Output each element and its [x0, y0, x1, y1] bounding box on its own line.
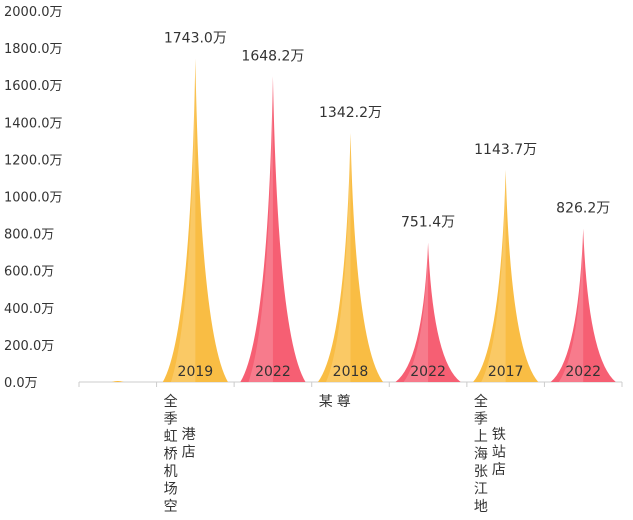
bar-highlight — [481, 169, 506, 382]
y-tick-label: 2000.0万 — [4, 5, 63, 20]
category-label: 店 — [492, 462, 506, 478]
y-tick-label: 1800.0万 — [4, 42, 63, 57]
category-label: 季 — [474, 412, 488, 428]
bar-year-label: 2022 — [565, 364, 601, 380]
y-tick-label: 200.0万 — [4, 339, 54, 354]
y-tick-label: 1600.0万 — [4, 79, 63, 94]
y-tick-label: 1200.0万 — [4, 153, 63, 168]
category-label: 尊 — [337, 393, 351, 410]
bar-spike — [473, 169, 539, 382]
bar-value-label: 1143.7万 — [474, 142, 537, 158]
category-label: 空 — [164, 499, 178, 515]
y-tick-label: 400.0万 — [4, 302, 54, 317]
y-tick-label: 800.0万 — [4, 228, 54, 243]
category-label: 季 — [164, 412, 178, 428]
y-tick-label: 600.0万 — [4, 265, 54, 280]
bar-value-label: 751.4万 — [401, 215, 455, 231]
category-label: 地 — [474, 499, 488, 515]
bar-year-label: 2022 — [255, 364, 291, 380]
category-label: 站 — [492, 445, 506, 461]
y-tick-label: 1000.0万 — [4, 191, 63, 206]
category-label: 铁 — [492, 427, 506, 443]
category-label: 张 — [474, 464, 488, 480]
category-label: 店 — [182, 445, 196, 461]
y-tick-label: 1400.0万 — [4, 116, 63, 131]
bar-stub — [111, 381, 124, 382]
bar-value-label: 1743.0万 — [164, 31, 227, 47]
bar-highlight — [326, 133, 351, 382]
bar-year-label: 2019 — [178, 364, 214, 380]
bar-highlight — [170, 58, 196, 383]
category-label: 全 — [474, 393, 488, 410]
category-label: 江 — [474, 482, 488, 498]
category-label: 机 — [164, 464, 178, 480]
bar-year-label: 2018 — [333, 364, 369, 380]
bar-spike — [317, 133, 384, 382]
category-label: 桥 — [164, 447, 178, 463]
bar-value-label: 1648.2万 — [241, 48, 304, 64]
bar-year-label: 2017 — [488, 364, 524, 380]
category-label: 海 — [474, 447, 488, 463]
bar-highlight — [558, 228, 584, 382]
category-label: 全 — [164, 393, 178, 410]
category-label: 港 — [182, 427, 196, 443]
bar-year-label: 2022 — [410, 364, 446, 380]
category-label: 虹 — [164, 429, 178, 445]
bar-spike — [395, 242, 461, 382]
y-tick-label: 0.0万 — [4, 376, 38, 391]
bar-spike — [240, 76, 306, 382]
bar-value-label: 1342.2万 — [319, 105, 382, 121]
bar-value-label: 826.2万 — [556, 201, 610, 217]
category-label: 场 — [164, 482, 178, 498]
bar-spike — [162, 58, 228, 383]
bar-highlight — [403, 242, 429, 382]
bar-spike — [550, 228, 616, 382]
bar-highlight — [248, 76, 273, 382]
category-label: 某 — [319, 394, 333, 410]
category-label: 上 — [474, 429, 488, 445]
